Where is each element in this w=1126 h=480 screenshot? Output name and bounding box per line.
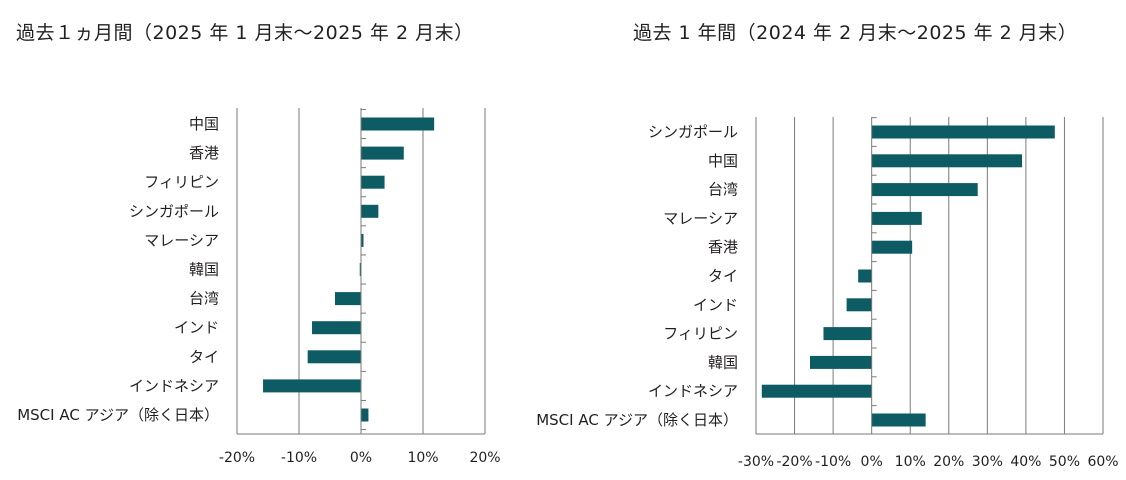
bar-right-4 (871, 240, 913, 254)
category-label-left-0: 中国 (189, 115, 219, 133)
x-tick-label-right-4: 10% (895, 454, 926, 470)
category-label-left-8: タイ (189, 348, 219, 366)
category-label-left-3: シンガポール (129, 202, 219, 220)
x-tick-label-left-0: -20% (219, 450, 255, 466)
bar-left-8 (307, 350, 361, 364)
x-tick-label-left-4: 20% (469, 450, 500, 466)
category-label-right-6: インド (693, 296, 738, 314)
bar-left-10 (361, 408, 369, 422)
x-tick-label-right-3: 0% (861, 454, 883, 470)
category-label-left-9: インドネシア (129, 377, 219, 395)
category-label-left-1: 香港 (189, 144, 219, 162)
bar-left-7 (312, 321, 361, 335)
x-tick-label-left-2: 0% (350, 450, 372, 466)
bar-left-3 (361, 204, 379, 218)
chart-title-left: 過去１ヵ月間（2025 年 1 月末～2025 年 2 月末） (16, 22, 474, 44)
category-label-right-3: マレーシア (663, 209, 738, 227)
bar-right-7 (823, 327, 872, 341)
bar-right-6 (846, 298, 872, 312)
category-label-right-10: MSCI AC アジア（除く日本） (536, 411, 738, 429)
bar-left-2 (361, 175, 385, 189)
category-label-left-7: インド (174, 319, 219, 337)
bar-right-2 (871, 183, 978, 197)
bar-right-9 (761, 384, 872, 398)
category-label-left-10: MSCI AC アジア（除く日本） (17, 406, 219, 424)
x-tick-label-right-6: 30% (972, 454, 1003, 470)
category-label-right-9: インドネシア (648, 382, 738, 400)
category-label-right-7: フィリピン (663, 325, 738, 343)
category-label-left-2: フィリピン (144, 173, 219, 191)
x-tick-label-right-7: 40% (1010, 454, 1041, 470)
bar-right-0 (871, 125, 1055, 139)
bar-left-1 (361, 146, 404, 160)
bar-left-6 (334, 292, 361, 306)
bar-right-1 (871, 154, 1023, 168)
category-label-right-8: 韓国 (708, 353, 738, 371)
x-tick-label-right-9: 60% (1087, 454, 1118, 470)
bar-right-3 (871, 211, 922, 225)
x-tick-label-right-8: 50% (1049, 454, 1080, 470)
bar-left-0 (361, 117, 435, 131)
bar-left-4 (361, 233, 364, 247)
x-tick-label-left-1: -10% (281, 450, 317, 466)
bar-right-5 (858, 269, 872, 283)
x-tick-label-right-1: -20% (776, 454, 812, 470)
x-tick-label-right-5: 20% (933, 454, 964, 470)
bar-right-10 (871, 413, 926, 427)
category-label-left-4: マレーシア (144, 231, 219, 249)
category-label-right-5: タイ (708, 267, 738, 285)
category-label-right-4: 香港 (708, 238, 738, 256)
category-label-left-6: 台湾 (189, 290, 219, 308)
x-tick-label-right-2: -10% (815, 454, 851, 470)
category-label-right-0: シンガポール (648, 123, 738, 141)
category-label-right-1: 中国 (708, 152, 738, 170)
category-label-right-2: 台湾 (708, 181, 738, 199)
x-tick-label-left-3: 10% (407, 450, 438, 466)
category-label-left-5: 韓国 (189, 261, 219, 279)
x-tick-label-right-0: -30% (738, 454, 774, 470)
bar-right-8 (809, 355, 872, 369)
chart-title-right: 過去 1 年間（2024 年 2 月末～2025 年 2 月末） (633, 22, 1078, 44)
bar-left-9 (263, 379, 361, 393)
